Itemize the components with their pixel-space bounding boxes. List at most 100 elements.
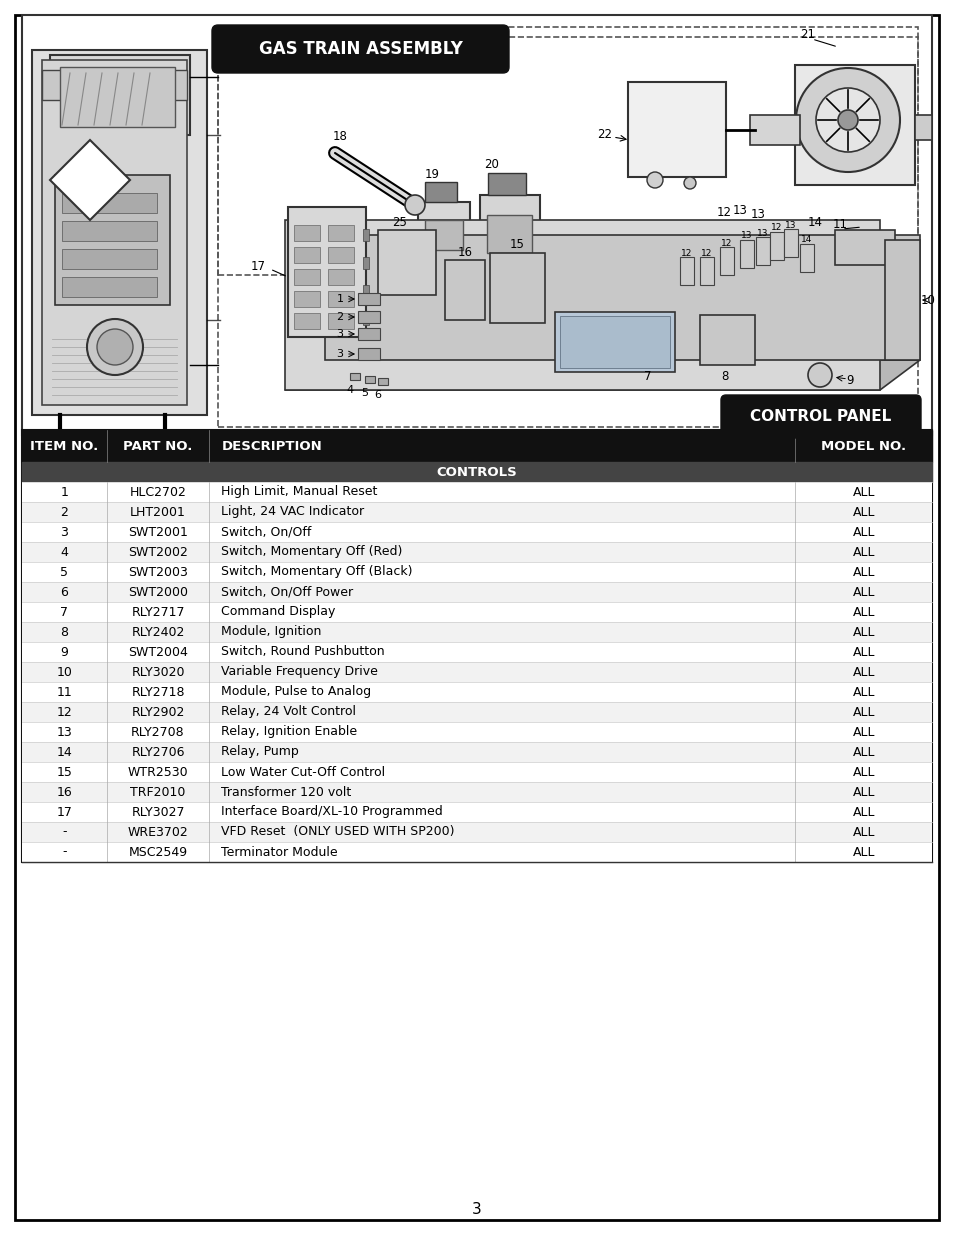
Bar [50,56,190,135]
Text: 12: 12 [680,248,692,258]
Text: 12: 12 [771,224,781,232]
Bar [62,277,157,296]
Bar [363,228,369,241]
Text: 14: 14 [801,236,812,245]
Text: 17: 17 [56,805,72,819]
Bar [22,842,931,862]
Text: Relay, Pump: Relay, Pump [221,746,299,758]
Text: Relay, Ignition Enable: Relay, Ignition Enable [221,725,357,739]
Text: VFD Reset  (ONLY USED WITH SP200): VFD Reset (ONLY USED WITH SP200) [221,825,455,839]
Text: SWT2002: SWT2002 [128,546,188,558]
Bar [22,682,931,701]
Text: 18: 18 [333,131,347,143]
Text: CONTROL PANEL: CONTROL PANEL [750,409,891,424]
Text: 1: 1 [336,294,343,304]
Bar [22,542,931,562]
Text: RLY3020: RLY3020 [132,666,185,678]
Bar [328,291,354,308]
Bar [22,582,931,601]
Text: ITEM NO.: ITEM NO. [30,440,98,452]
Bar [377,230,436,295]
Bar [884,240,919,359]
Bar [834,230,894,266]
Text: -: - [62,825,67,839]
Text: RLY2717: RLY2717 [132,605,185,619]
Text: WTR2530: WTR2530 [128,766,188,778]
Bar [218,37,917,427]
Text: Command Display: Command Display [221,605,335,619]
Text: 22: 22 [597,128,612,142]
Circle shape [683,177,696,189]
Text: CONTROLS: CONTROLS [436,466,517,478]
Text: 15: 15 [56,766,72,778]
Bar [377,378,388,385]
Text: Switch, On/Off Power: Switch, On/Off Power [221,585,354,599]
Text: 4: 4 [60,546,69,558]
Text: 13: 13 [56,725,72,739]
FancyBboxPatch shape [212,25,509,73]
Bar [22,462,931,482]
Bar [357,311,379,324]
Bar [294,225,319,241]
Bar [22,562,931,582]
Text: 13: 13 [757,228,768,237]
Bar [294,291,319,308]
Text: Relay, 24 Volt Control: Relay, 24 Volt Control [221,705,356,719]
Text: SWT2001: SWT2001 [128,526,188,538]
Bar [800,245,813,272]
Bar [22,430,931,862]
Bar [218,27,917,275]
Text: 16: 16 [56,785,72,799]
Text: 14: 14 [806,216,821,230]
Text: RLY2402: RLY2402 [132,625,185,638]
Text: 12: 12 [716,206,731,220]
Text: LHT2001: LHT2001 [130,505,186,519]
Text: ALL: ALL [852,766,874,778]
Bar [417,203,470,257]
Text: 25: 25 [392,216,407,230]
Text: 13: 13 [732,204,746,216]
Text: MSC2549: MSC2549 [129,846,188,858]
Text: 19: 19 [424,168,439,182]
Text: 3: 3 [472,1202,481,1216]
Text: 5: 5 [361,388,368,398]
Bar [22,742,931,762]
Text: 13: 13 [784,221,796,230]
Text: ALL: ALL [852,805,874,819]
Text: 6: 6 [375,390,381,400]
Bar [328,225,354,241]
FancyBboxPatch shape [720,395,920,438]
Text: MODEL NO.: MODEL NO. [821,440,905,452]
Text: 6: 6 [60,585,69,599]
Bar [294,269,319,285]
Bar [328,269,354,285]
Bar [755,237,769,266]
Text: ALL: ALL [852,485,874,499]
Bar [740,240,753,268]
Text: 20: 20 [484,158,499,172]
Text: 9: 9 [60,646,69,658]
Bar [294,312,319,329]
Bar [914,115,931,140]
Bar [486,215,532,253]
Text: Switch, Momentary Off (Red): Switch, Momentary Off (Red) [221,546,402,558]
Text: ALL: ALL [852,505,874,519]
Bar [490,253,544,324]
Text: RLY2706: RLY2706 [132,746,185,758]
Bar [424,220,462,249]
Bar [424,182,456,203]
Bar [679,257,693,285]
Text: 1: 1 [60,485,69,499]
Bar [559,316,669,368]
Bar [62,221,157,241]
Bar [60,67,174,127]
Bar [350,373,359,380]
Bar [363,257,369,269]
Text: TRF2010: TRF2010 [131,785,186,799]
Text: Low Water Cut-Off Control: Low Water Cut-Off Control [221,766,385,778]
Text: DESCRIPTION: DESCRIPTION [221,440,322,452]
Text: Module, Ignition: Module, Ignition [221,625,321,638]
Circle shape [87,319,143,375]
Text: 13: 13 [750,209,764,221]
Bar [32,49,207,415]
